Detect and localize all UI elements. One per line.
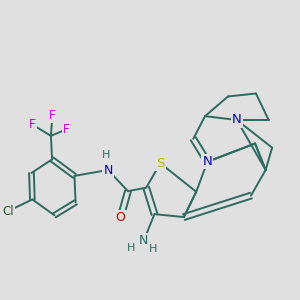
Text: F: F (29, 118, 36, 131)
Text: Cl: Cl (2, 205, 14, 218)
Text: N: N (232, 113, 242, 127)
Text: H: H (101, 150, 110, 160)
Text: F: F (49, 110, 56, 122)
Text: O: O (116, 211, 126, 224)
Text: H: H (127, 243, 135, 253)
Text: F: F (63, 123, 70, 136)
Text: S: S (156, 157, 164, 170)
Text: N: N (202, 155, 212, 168)
Text: H: H (148, 244, 157, 254)
Text: N: N (139, 234, 148, 247)
Text: N: N (103, 164, 113, 176)
